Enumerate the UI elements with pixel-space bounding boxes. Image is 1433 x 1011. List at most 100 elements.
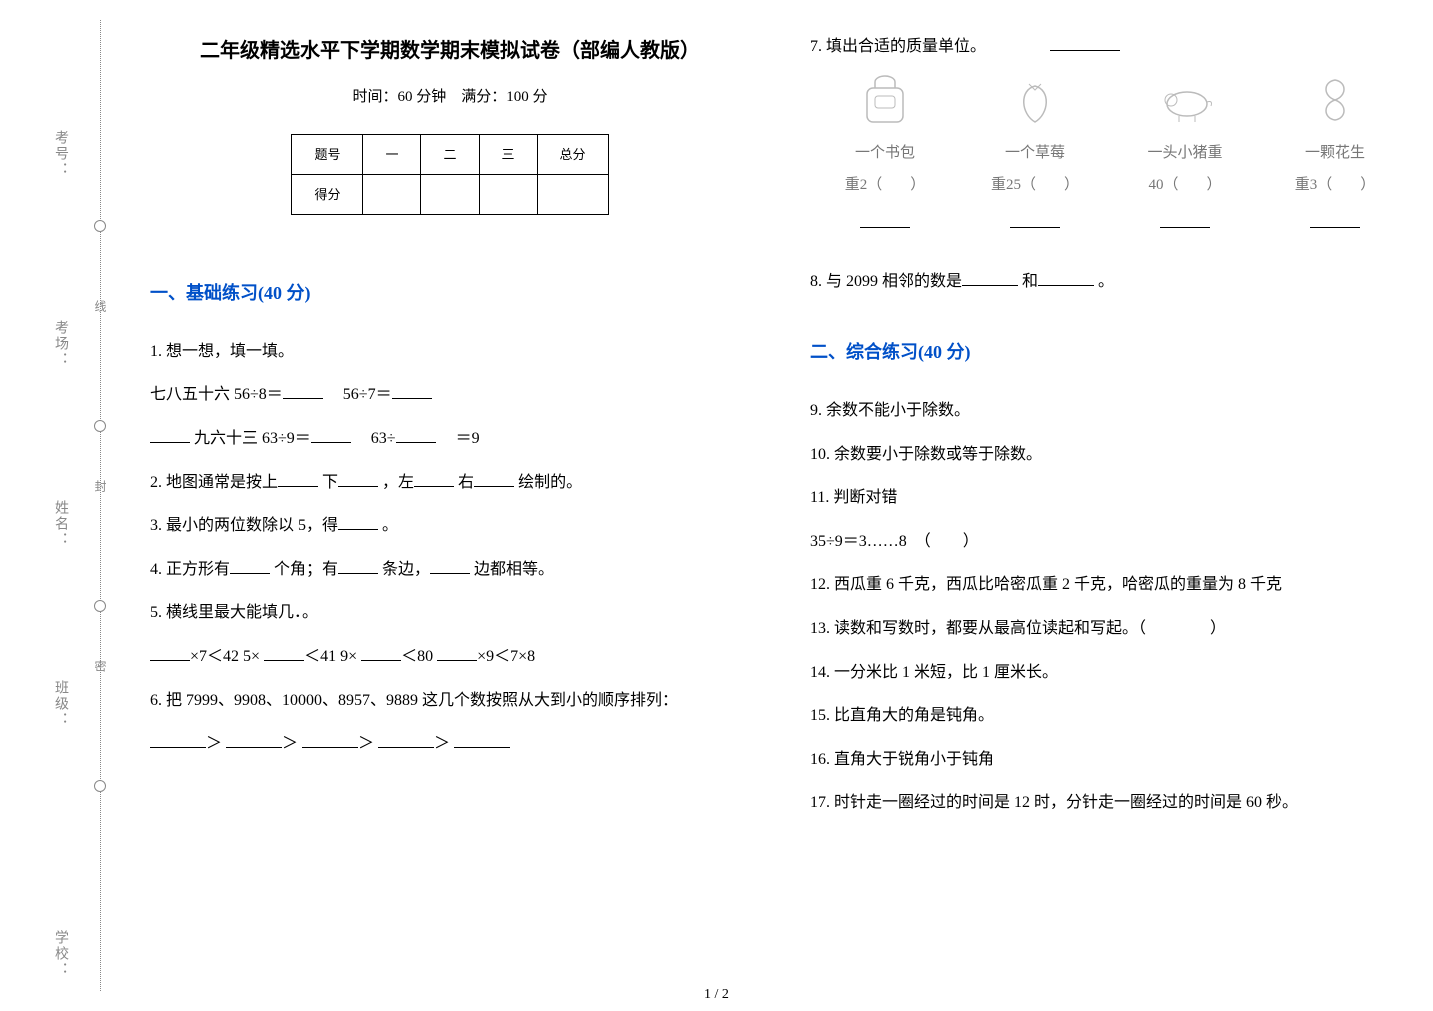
fill-blank[interactable] — [150, 427, 190, 443]
q5-part: ×9＜7×8 — [477, 648, 535, 665]
pic-label: 一颗花生 — [1260, 138, 1410, 170]
question-5: 5. 横线里最大能填几．。 — [150, 596, 750, 630]
gt-sep: ＞ — [282, 735, 298, 752]
q2-text: 右 — [458, 474, 474, 491]
fill-blank[interactable] — [1160, 212, 1210, 228]
fill-blank[interactable] — [283, 383, 323, 399]
q1-text: 九六十三 63÷9＝ — [194, 430, 311, 447]
fill-blank[interactable] — [150, 732, 206, 748]
q6-text: 把 7999、9908、10000、8957、9889 这几个数按照从大到小的顺… — [166, 692, 678, 709]
pic-text: 重2（ — [845, 177, 883, 193]
fill-blank[interactable] — [414, 471, 454, 487]
fill-blank[interactable] — [311, 427, 351, 443]
fill-blank[interactable] — [338, 558, 378, 574]
q5-text: 横线里最大能填几．。 — [166, 604, 318, 621]
question-number: 10. — [810, 446, 830, 463]
q11-expr: 35÷9＝3……8 （ ） — [810, 533, 979, 550]
pic-text: 重25（ — [991, 177, 1036, 193]
fill-blank[interactable] — [1038, 270, 1094, 286]
question-number: 7. — [810, 38, 822, 55]
fill-blank[interactable] — [264, 645, 304, 661]
binding-label-school: 学校： — [50, 930, 70, 978]
q2-text: 下 — [322, 474, 338, 491]
fill-blank[interactable] — [454, 732, 510, 748]
score-row-head: 得分 — [292, 174, 363, 214]
question-number: 4. — [150, 561, 162, 578]
q5-part: ＜41 9× — [304, 648, 357, 665]
score-cell — [363, 174, 421, 214]
question-number: 9. — [810, 402, 822, 419]
fill-blank[interactable] — [962, 270, 1018, 286]
binding-dotted-line — [100, 20, 101, 991]
fill-blank[interactable] — [361, 645, 401, 661]
question-number: 15. — [810, 707, 830, 724]
pic-label: 一个草莓 — [960, 138, 1110, 170]
fill-blank[interactable] — [226, 732, 282, 748]
pic-text: ） — [1360, 177, 1375, 193]
fill-blank[interactable] — [474, 471, 514, 487]
question-16: 16. 直角大于锐角小于钝角 — [810, 743, 1410, 777]
binding-label-room: 考场： — [50, 320, 70, 368]
score-col-head: 题号 — [292, 134, 363, 174]
question-number: 6. — [150, 692, 162, 709]
question-number: 3. — [150, 517, 162, 534]
column-left: 二年级精选水平下学期数学期末模拟试卷（部编人教版） 时间：60 分钟 满分：10… — [150, 30, 760, 970]
score-cell — [421, 174, 479, 214]
question-1-line1: 七八五十六 56÷8＝ 56÷7＝ — [150, 378, 750, 412]
fill-blank[interactable] — [392, 383, 432, 399]
fill-blank[interactable] — [338, 514, 378, 530]
fill-blank[interactable] — [278, 471, 318, 487]
q5-part: ＜80 — [401, 648, 437, 665]
fill-blank[interactable] — [1010, 212, 1060, 228]
fill-blank[interactable] — [396, 427, 436, 443]
pic-line2: 重2（） — [810, 170, 960, 202]
fill-blank[interactable] — [1310, 212, 1360, 228]
binding-margin: 考号： 考场： 姓名： 班级： 学校： 线 封 密 — [0, 0, 150, 1011]
pig-icon — [1155, 74, 1215, 126]
pic-label: 一头小猪重 — [1110, 138, 1260, 170]
binding-circle — [94, 780, 106, 792]
q4-text: 条边， — [382, 561, 430, 578]
gt-sep: ＞ — [206, 735, 222, 752]
fill-blank[interactable] — [1050, 35, 1120, 51]
q7-text: 填出合适的质量单位。 — [826, 38, 986, 55]
question-10: 10. 余数要小于除数或等于除数。 — [810, 438, 1410, 472]
page-number: 1 / 2 — [0, 987, 1433, 1003]
fill-blank[interactable] — [230, 558, 270, 574]
pic-text: 40（ — [1148, 177, 1178, 193]
fill-blank[interactable] — [860, 212, 910, 228]
section-2-head: 二、综合练习(40 分) — [810, 334, 1410, 372]
question-15: 15. 比直角大的角是钝角。 — [810, 699, 1410, 733]
question-text: 比直角大的角是钝角。 — [834, 707, 994, 724]
question-number: 13. — [810, 620, 830, 637]
binding-label-name: 姓名： — [50, 500, 70, 548]
q2-text: ，左 — [382, 474, 414, 491]
pic-text: ） — [1064, 177, 1079, 193]
question-5-line: ×7＜42 5× ＜41 9× ＜80 ×9＜7×8 — [150, 640, 750, 674]
fill-blank[interactable] — [430, 558, 470, 574]
fill-blank[interactable] — [437, 645, 477, 661]
question-text: 想一想，填一填。 — [166, 343, 294, 360]
q1-text: 63÷ — [355, 430, 396, 447]
fill-blank[interactable] — [378, 732, 434, 748]
fill-blank[interactable] — [302, 732, 358, 748]
question-6: 6. 把 7999、9908、10000、8957、9889 这几个数按照从大到… — [150, 684, 750, 718]
q8-text: 。 — [1098, 273, 1114, 290]
score-col-total: 总分 — [537, 134, 608, 174]
score-cell — [479, 174, 537, 214]
q1-text: 56÷7＝ — [327, 386, 392, 403]
pic-line2: 重3（） — [1260, 170, 1410, 202]
question-1: 1. 想一想，填一填。 — [150, 335, 750, 369]
question-number: 11. — [810, 489, 829, 506]
question-7-underlines — [810, 207, 1410, 241]
score-col-2: 二 — [421, 134, 479, 174]
question-number: 17. — [810, 794, 830, 811]
section-1-head: 一、基础练习(40 分) — [150, 275, 750, 313]
exam-subtitle: 时间：60 分钟 满分：100 分 — [150, 82, 750, 114]
column-right: 7. 填出合适的质量单位。 一个书包 重2（） 一个草莓 重25（） — [800, 30, 1410, 970]
fill-blank[interactable] — [150, 645, 190, 661]
fill-blank[interactable] — [338, 471, 378, 487]
question-7: 7. 填出合适的质量单位。 — [810, 30, 1410, 64]
question-9: 9. 余数不能小于除数。 — [810, 394, 1410, 428]
q1-text: ＝9 — [440, 430, 480, 447]
